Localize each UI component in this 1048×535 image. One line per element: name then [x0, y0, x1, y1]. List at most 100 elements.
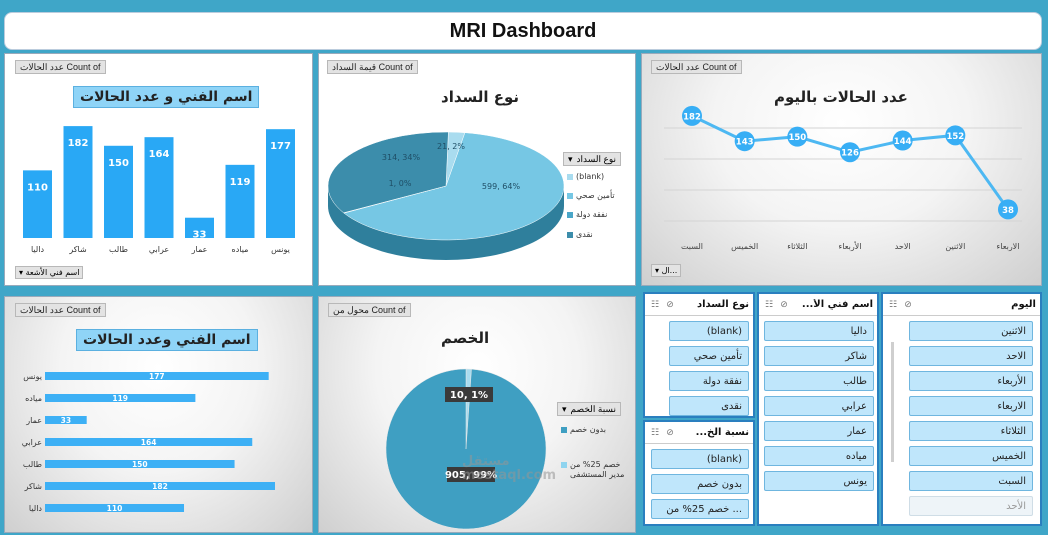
cases-by-day-line-panel[interactable]: عدد الحالات Count of عدد الحالات باليوم … [641, 53, 1042, 286]
chart-title: الخصم [441, 329, 490, 347]
slicer-item[interactable]: تأمين صحي [669, 346, 749, 366]
payment-type-pie-panel[interactable]: قيمة السداد Count of نوع السداد 21, 2% 59… [318, 53, 636, 286]
slicer-item[interactable]: نقدى [669, 396, 749, 416]
slicer-item[interactable]: شاكر [764, 346, 874, 366]
category-label: يونس [23, 372, 42, 381]
clear-filter-icon[interactable]: ⊘ [904, 299, 912, 310]
bar-value-label: 110 [27, 182, 48, 193]
axis-filter-button[interactable]: ▾ اسم فني الأشعة [15, 266, 84, 279]
bar [225, 164, 255, 238]
value-field-tag[interactable]: عدد الحالات Count of [651, 60, 742, 74]
bar-value-label: 164 [149, 149, 170, 160]
category-label: عمار [25, 416, 42, 425]
pie-slice-label: 10, 1% [450, 390, 488, 401]
slicer-item[interactable]: السبت [909, 471, 1033, 491]
multi-select-icon[interactable]: ☷ [650, 299, 660, 310]
slicer-item[interactable]: خصم 25% من ... [651, 499, 749, 519]
point-value-label: 152 [946, 132, 964, 142]
technician-cases-bar-panel[interactable]: عدد الحالات Count of اسم الفني و عدد الح… [4, 53, 313, 286]
pie-slice-label: 21, 2% [437, 142, 465, 151]
clear-filter-icon[interactable]: ⊘ [780, 299, 788, 310]
slicer-item[interactable]: الثلاثاء [909, 421, 1033, 441]
chevron-down-icon: ▾ [568, 153, 573, 164]
category-label: مياده [25, 394, 42, 403]
legend-item: نقدى [567, 230, 593, 239]
payment-type-slicer[interactable]: نوع السداد ☷ ⊘ (blank) تأمين صحي نفقة دول… [643, 292, 755, 418]
bar-value-label: 119 [230, 177, 251, 188]
slicer-item[interactable]: الاحد [909, 346, 1033, 366]
legend-label: تأمين صحي [576, 191, 615, 200]
discount-slicer[interactable]: نسبة الخ... ☷ ⊘ (blank) بدون خصم خصم 25% … [643, 420, 755, 526]
discount-pie-panel[interactable]: محول من Count of الخصم 10, 1% 905, 99% ▾ … [318, 296, 636, 533]
category-label: مياده [232, 245, 249, 254]
multi-select-icon[interactable]: ☷ [888, 299, 898, 310]
bar-value-label: 150 [132, 460, 148, 469]
field-tag-label: عدد الحالات Count of [15, 60, 106, 74]
slicer-item[interactable]: (blank) [669, 321, 749, 341]
slicer-item[interactable]: عمار [764, 421, 874, 441]
legend-label: بدون خصم [570, 425, 606, 434]
slicer-item[interactable]: الأربعاء [909, 371, 1033, 391]
multi-select-icon[interactable]: ☷ [764, 299, 774, 310]
bar-value-label: 177 [149, 372, 165, 381]
slicer-scrollbar[interactable] [891, 342, 894, 462]
slicer-item[interactable]: الاربعاء [909, 396, 1033, 416]
bar [45, 460, 235, 468]
point-value-label: 143 [736, 138, 754, 148]
chevron-down-icon: ▾ [19, 268, 24, 277]
pie-label-box [445, 387, 493, 402]
chart-title: اسم الفني وعدد الحالات [76, 329, 258, 351]
pie-slice [343, 132, 565, 241]
clear-filter-icon[interactable]: ⊘ [666, 299, 674, 310]
legend-filter-button[interactable]: ▾ نسبة الخصم [557, 402, 621, 416]
slicer-item[interactable]: داليا [764, 321, 874, 341]
legend-filter-button[interactable]: ▾ نوع السداد [563, 152, 622, 166]
technician-slicer[interactable]: اسم فني الأ... ☷ ⊘ داليا شاكر طالب عرابي … [757, 292, 879, 526]
multi-select-icon[interactable]: ☷ [650, 427, 660, 438]
field-tag-label: عدد الحالات Count of [651, 60, 742, 74]
slicer-item[interactable]: مياده [764, 446, 874, 466]
bar [45, 416, 87, 424]
slicer-item[interactable]: (blank) [651, 449, 749, 469]
category-label: السبت [681, 242, 703, 251]
category-label: عرابي [22, 438, 42, 447]
pie-slice [385, 368, 547, 530]
bar [45, 504, 185, 512]
value-field-tag[interactable]: قيمة السداد Count of [327, 60, 418, 74]
bar-value-label: 164 [141, 438, 157, 447]
pie-slice-label: 314, 34% [382, 153, 421, 162]
slicer-item[interactable]: يونس [764, 471, 874, 491]
value-field-tag[interactable]: عدد الحالات Count of [15, 303, 106, 317]
axis-filter-label: ال... [661, 266, 678, 275]
slicer-item[interactable]: نفقة دولة [669, 371, 749, 391]
pie-label-box [447, 467, 495, 482]
slicer-item[interactable]: الاثنين [909, 321, 1033, 341]
slicer-item[interactable]: الخميس [909, 446, 1033, 466]
clear-filter-icon[interactable]: ⊘ [666, 427, 674, 438]
data-point [734, 131, 755, 152]
pie-slice-label: 1, 0% [389, 179, 412, 188]
slicer-item[interactable]: طالب [764, 371, 874, 391]
line-chart: 182 السبت 143 الخميس 150 الثلاثاء 126 الأربعاء 1… [664, 105, 1022, 251]
value-field-tag[interactable]: عدد الحالات Count of [15, 60, 106, 74]
slicer-item[interactable]: عرابي [764, 396, 874, 416]
bar [45, 394, 196, 402]
category-label: يونس [271, 245, 290, 254]
axis-filter-button[interactable]: ▾ ال... [651, 264, 682, 277]
slicer-item[interactable]: بدون خصم [651, 474, 749, 494]
legend-item: (blank) [567, 172, 604, 181]
pie-slice-label: 599, 64% [482, 182, 521, 191]
day-slicer[interactable]: اليوم ☷ ⊘ الاثنين الاحد الأربعاء الاربعاء… [881, 292, 1042, 526]
slicer-item[interactable]: الأحد [909, 496, 1033, 516]
slicer-header: اليوم ☷ ⊘ [883, 294, 1040, 316]
axis-filter-label: اسم فني الأشعة [25, 268, 80, 277]
category-label: طالب [109, 245, 128, 254]
legend-swatch [567, 211, 573, 218]
technician-cases-hbar-panel[interactable]: عدد الحالات Count of اسم الفني وعدد الحا… [4, 296, 313, 533]
slicer-title: نسبة الخ... [695, 427, 749, 438]
category-label: داليا [29, 504, 43, 513]
value-field-tag[interactable]: محول من Count of [328, 303, 411, 317]
point-value-label: 150 [788, 133, 806, 143]
discount-pie-chart: 10, 1% 905, 99% [385, 368, 547, 530]
category-label: شاكر [24, 482, 43, 491]
